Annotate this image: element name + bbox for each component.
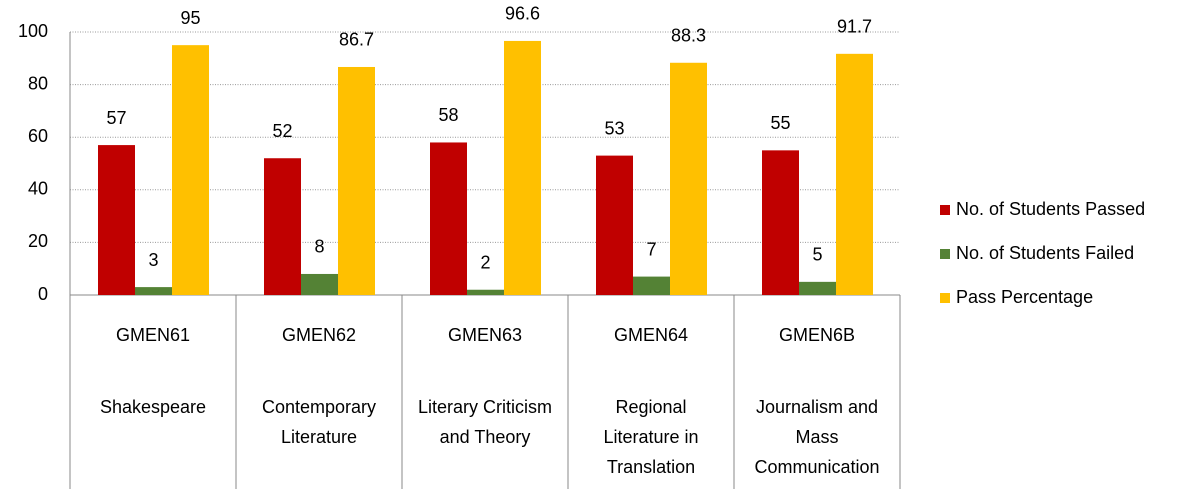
data-label: 3 [148, 250, 158, 270]
legend-label: No. of Students Passed [956, 199, 1145, 219]
x-tick-label: GMEN61 [115, 325, 191, 345]
bar [762, 150, 799, 295]
bar [301, 273, 338, 295]
data-label: 95 [180, 8, 200, 28]
bar [172, 45, 209, 296]
legend-label: Pass Percentage [956, 287, 1093, 307]
bar [799, 281, 836, 295]
legend-label: No. of Students Failed [956, 243, 1134, 263]
data-label: 96.6 [505, 4, 540, 24]
category-name: Contemporary Literature [261, 397, 377, 447]
data-label: 8 [314, 237, 324, 257]
bar [264, 158, 301, 295]
bar [504, 40, 541, 295]
bar [135, 287, 172, 295]
legend-swatch [940, 249, 950, 259]
bar [98, 145, 135, 295]
bar [633, 276, 670, 295]
data-label: 5 [812, 245, 822, 265]
bar [670, 62, 707, 296]
x-tick-label: GMEN63 [447, 325, 523, 345]
y-tick-label: 100 [18, 21, 48, 41]
data-label: 58 [438, 105, 458, 125]
x-tick-label: GMEN62 [281, 325, 357, 345]
legend-swatch [940, 293, 950, 303]
data-label: 7 [646, 239, 656, 259]
bar [338, 66, 375, 295]
y-tick-label: 0 [38, 284, 48, 304]
data-label: 53 [604, 118, 624, 138]
x-tick-label: GMEN6B [778, 325, 856, 345]
data-label: 52 [272, 121, 292, 141]
data-label: 86.7 [339, 30, 374, 50]
category-name: Literary Criticism and Theory [417, 397, 552, 447]
data-label: 88.3 [671, 26, 706, 46]
data-label: 57 [106, 108, 126, 128]
category-name: Regional Literature in Translation [603, 397, 699, 477]
data-label: 91.7 [837, 17, 872, 37]
data-label: 2 [480, 252, 490, 272]
x-tick-label: GMEN64 [613, 325, 689, 345]
bar [836, 53, 873, 296]
bar [430, 142, 467, 295]
y-tick-label: 40 [28, 179, 48, 199]
y-tick-label: 60 [28, 126, 48, 146]
bar [596, 155, 633, 295]
data-label: 55 [770, 113, 790, 133]
category-name: Shakespeare [99, 397, 207, 417]
y-tick-label: 80 [28, 73, 48, 93]
category-name: Journalism and Mass Communication [754, 397, 880, 477]
legend-swatch [940, 205, 950, 215]
y-tick-label: 20 [28, 231, 48, 251]
bar [467, 289, 504, 295]
